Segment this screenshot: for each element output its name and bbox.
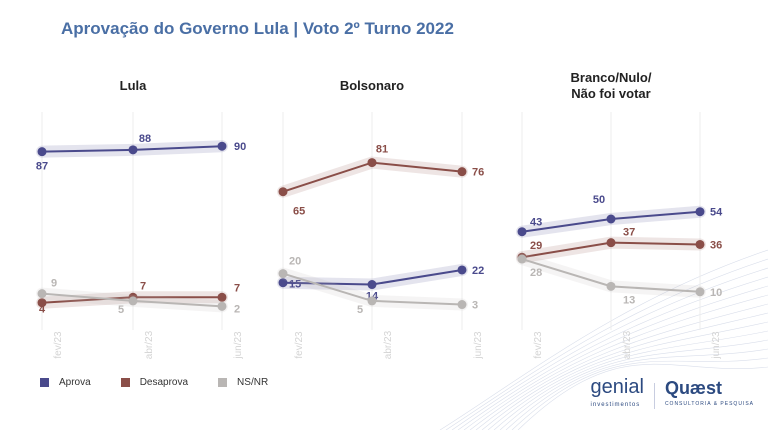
data-label: 3 [472,300,478,312]
data-point [517,254,527,264]
data-point [606,281,616,291]
legend: Aprova Desaprova NS/NR [40,377,268,388]
decorative-wave-line [493,330,768,430]
quaest-logo: Quæst CONSULTORIA & PESQUISA [664,378,754,407]
data-point [606,238,616,248]
data-point [517,227,527,237]
panel-title: Não foi votar [571,86,650,101]
decorative-wave-line [505,348,768,430]
data-label: 20 [289,256,301,268]
data-point [367,158,377,168]
data-label: 10 [710,287,722,299]
genial-logo: genial investimentos [590,376,644,408]
legend-label-nsnr: NS/NR [237,377,269,388]
x-tick-label: abr/23 [383,330,394,359]
decorative-wave-line [445,258,768,430]
data-point [128,296,138,306]
legend-label-aprova: Aprova [59,377,91,388]
data-point [37,298,47,308]
data-label: 36 [710,239,722,251]
decorative-wave-line [481,312,768,430]
data-label: 2 [234,303,240,315]
data-point [606,214,616,224]
data-label: 43 [530,217,542,229]
legend-item-desaprova: Desaprova [120,377,189,388]
chart-title: Aprovação do Governo Lula | Voto 2º Turn… [61,19,454,38]
decorative-wave-line [517,363,768,430]
data-label: 29 [530,240,542,252]
data-point [367,296,377,306]
decorative-wave-line [475,303,768,430]
data-point [695,239,705,249]
data-point [37,289,47,299]
data-label: 28 [530,267,542,279]
data-label: 15 [289,279,301,291]
decorative-wave-line [463,285,768,430]
data-point [695,207,705,217]
data-label: 81 [376,144,388,156]
data-label: 5 [118,304,124,316]
data-label: 65 [293,206,305,218]
data-point [128,145,138,155]
legend-item-aprova: Aprova [40,377,91,388]
x-tick-label: jun/23 [233,331,244,360]
logos: genial investimentos Quæst CONSULTORIA &… [590,376,754,414]
data-point [217,141,227,151]
logo-divider [653,383,655,409]
data-point [695,287,705,297]
x-tick-label: abr/23 [622,330,633,359]
panel-title: Lula [120,78,147,93]
panel-0: fev/23 abr/23 jun/23 Lula 87 88 90 4 7 7 9 5 2 [36,78,246,360]
data-label: 7 [234,282,240,294]
x-tick-label: fev/23 [533,331,544,359]
data-label: 4 [39,304,46,316]
data-label: 90 [234,141,246,153]
data-label: 76 [472,167,484,179]
decorative-wave-line [457,276,768,430]
data-point [217,301,227,311]
background-decoration [439,249,768,430]
decorative-wave-line [439,249,768,430]
data-point [457,300,467,310]
x-tick-label: fev/23 [294,331,305,359]
panel-1: fev/23abr/23jun/23Bolsonaro1514226581762… [277,78,484,360]
panel-2: fev/23 abr/23 jun/23 Branco/Nulo/Não foi vo… [516,70,723,360]
data-label: 87 [36,161,48,173]
legend-swatch-nsnr [218,378,228,387]
data-label: 9 [51,278,57,290]
data-label: 13 [623,294,635,306]
panel-title: Branco/Nulo/ [571,70,652,85]
x-tick-label: fev/23 [53,331,64,359]
decorative-wave-line [451,267,768,430]
legend-item-nsnr: NS/NR [218,377,268,388]
data-point [278,269,288,279]
legend-label-desaprova: Desaprova [139,377,189,388]
decorative-wave-line [469,294,768,430]
data-point [217,292,227,302]
data-point [457,167,467,177]
panel-title: Bolsonaro [340,78,404,93]
data-label: 7 [140,280,146,292]
data-label: 37 [623,227,635,239]
data-point [37,147,47,157]
decorative-wave-line [499,339,768,430]
data-label: 88 [139,133,151,145]
data-label: 50 [593,194,605,206]
data-point [367,280,377,290]
data-point [278,278,288,288]
data-label: 22 [472,265,484,277]
x-tick-label: jun/23 [711,331,722,360]
data-label: 5 [357,304,363,316]
data-point [457,265,467,275]
data-point [278,187,288,197]
x-tick-label: abr/23 [144,330,155,359]
decorative-wave-line [487,321,768,430]
legend-swatch-desaprova [120,378,130,387]
data-label: 54 [710,207,723,219]
decorative-wave-line [511,357,768,430]
x-tick-label: jun/23 [473,331,484,360]
legend-swatch-aprova [40,378,49,387]
